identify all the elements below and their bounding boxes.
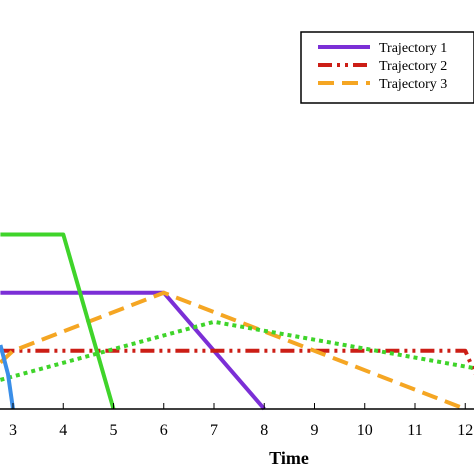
x-tick-label: 5 [110, 422, 118, 439]
x-tick-label: 12 [457, 422, 473, 439]
x-tick-label: 8 [260, 422, 268, 439]
legend-label: Trajectory 3 [379, 77, 447, 92]
legend-label: Trajectory 1 [379, 41, 447, 56]
x-tick-label: 10 [357, 422, 373, 439]
legend-box [300, 31, 474, 104]
x-tick-label: 4 [59, 422, 67, 439]
x-tick-label: 7 [210, 422, 218, 439]
x-tick-label: 6 [160, 422, 168, 439]
series-line-4 [0, 232, 116, 410]
x-ticks: 3 4 5 6 7 8 9 10 11 12 [9, 403, 473, 439]
legend: Trajectory 1 Trajectory 2 Trajectory 3 [300, 31, 474, 104]
x-tick-label: 9 [311, 422, 319, 439]
x-tick-label: 3 [9, 422, 17, 439]
x-axis-title: Time [269, 448, 309, 468]
x-tick-label: 11 [407, 422, 422, 439]
series-line-5 [0, 319, 474, 382]
series-line-2 [0, 348, 474, 375]
plot-lines [0, 232, 474, 411]
legend-label: Trajectory 2 [379, 59, 447, 74]
series-line-6 [0, 344, 15, 410]
